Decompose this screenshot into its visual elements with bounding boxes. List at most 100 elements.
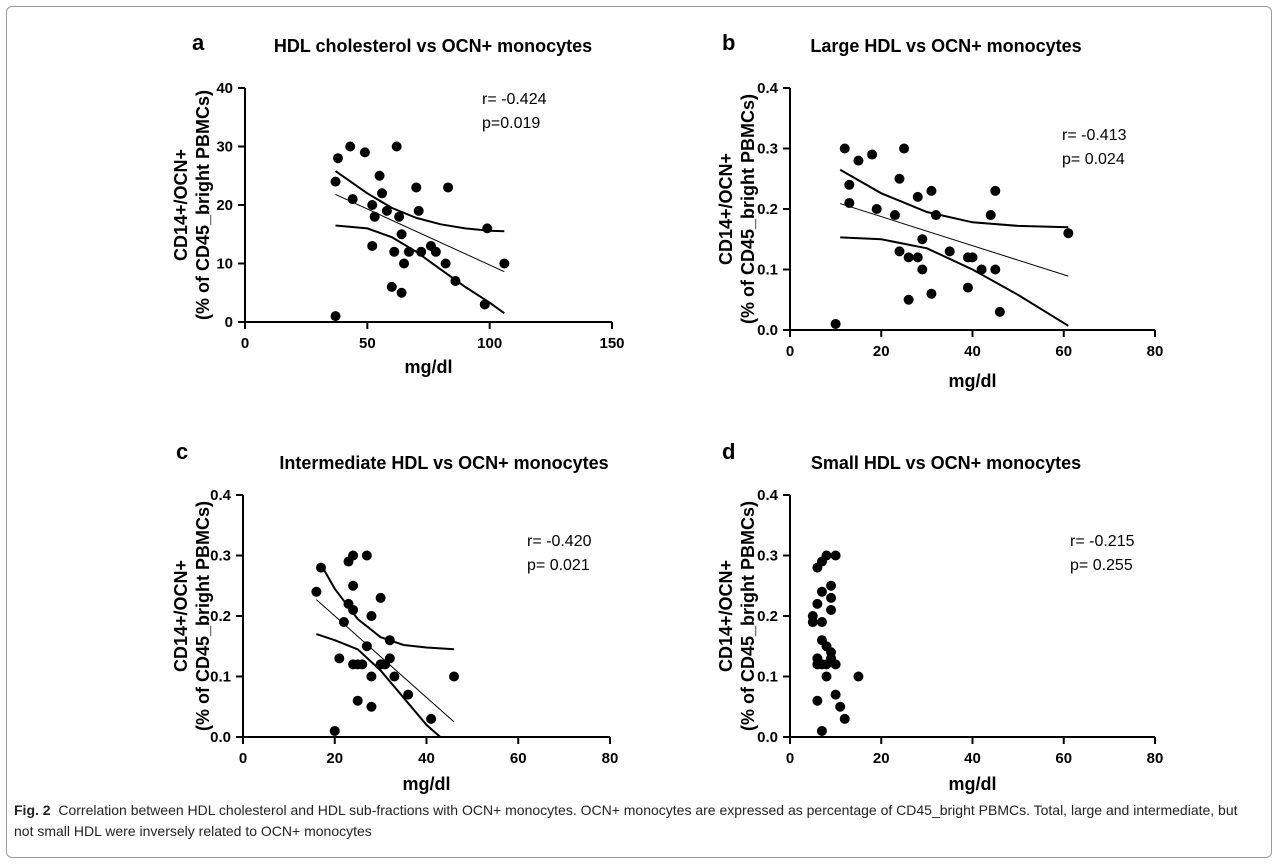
- data-point-c: [361, 550, 372, 561]
- figure-caption: Fig. 2 Correlation between HDL cholester…: [14, 800, 1254, 842]
- x-tick-label-b: 40: [964, 343, 981, 360]
- caption-text: Correlation between HDL cholesterol and …: [14, 802, 1238, 839]
- data-point-c: [311, 586, 322, 597]
- x-tick-label-b: 20: [873, 343, 890, 360]
- stat-text-a: p=0.019: [482, 115, 540, 132]
- data-point-b: [926, 288, 937, 299]
- panel-letter-d: d: [722, 439, 735, 464]
- data-point-b: [962, 282, 973, 293]
- stat-text-d: p= 0.255: [1070, 557, 1133, 574]
- stat-text-a: r= -0.424: [482, 91, 547, 108]
- x-tick-label-c: 0: [239, 750, 247, 767]
- y-axis-label-d: (% of CD45_bright PBMCs): [738, 501, 758, 731]
- data-point-a: [347, 194, 358, 205]
- data-point-a: [359, 147, 370, 158]
- data-point-b: [917, 234, 928, 245]
- data-point-c: [352, 695, 363, 706]
- x-tick-label-c: 80: [602, 750, 619, 767]
- data-point-b: [931, 210, 941, 221]
- figure-frame: [6, 6, 1272, 858]
- data-point-d: [830, 550, 841, 561]
- data-point-c: [426, 713, 437, 724]
- data-point-a: [440, 258, 451, 269]
- stat-text-d: r= -0.215: [1070, 533, 1135, 550]
- data-point-b: [926, 185, 937, 196]
- data-point-b: [903, 252, 914, 263]
- y-axis-label-d: CD14+/OCN+: [716, 560, 736, 672]
- y-tick-label-c: 0.2: [210, 608, 231, 625]
- y-tick-label-a: 40: [216, 80, 233, 97]
- confidence-band-c: [316, 633, 441, 738]
- data-point-b: [917, 264, 928, 275]
- data-point-b: [839, 143, 850, 154]
- x-tick-label-c: 60: [510, 750, 527, 767]
- data-point-a: [391, 141, 402, 152]
- x-tick-label-d: 20: [873, 750, 890, 767]
- data-point-d: [821, 550, 832, 561]
- x-tick-label-b: 0: [786, 343, 794, 360]
- data-point-b: [853, 155, 864, 166]
- data-point-a: [367, 240, 378, 251]
- x-tick-label-d: 80: [1147, 750, 1164, 767]
- data-point-a: [416, 246, 427, 257]
- y-tick-label-d: 0.0: [757, 729, 778, 746]
- data-point-c: [366, 671, 377, 682]
- data-point-b: [944, 246, 955, 257]
- y-axis-label-a: CD14+/OCN+: [171, 149, 191, 261]
- y-tick-label-a: 0: [225, 314, 233, 331]
- y-tick-label-a: 30: [216, 139, 233, 156]
- confidence-band-c: [320, 564, 455, 651]
- data-point-c: [389, 671, 400, 682]
- data-point-c: [375, 592, 386, 603]
- chart-title-a: HDL cholesterol vs OCN+ monocytes: [274, 36, 592, 56]
- data-point-d: [853, 671, 864, 682]
- data-point-b: [967, 252, 978, 263]
- data-point-d: [816, 725, 827, 736]
- data-point-a: [403, 246, 414, 257]
- data-point-a: [399, 258, 410, 269]
- data-point-a: [430, 246, 441, 257]
- panel-letter-a: a: [192, 30, 205, 55]
- data-point-b: [990, 185, 1001, 196]
- data-point-c: [366, 611, 377, 621]
- stat-text-b: p= 0.024: [1062, 151, 1125, 168]
- data-point-d: [812, 695, 823, 706]
- y-tick-label-d: 0.1: [757, 669, 778, 686]
- y-tick-label-c: 0.0: [210, 729, 231, 746]
- data-point-b: [894, 173, 905, 184]
- data-point-d: [826, 580, 837, 591]
- data-point-d: [826, 604, 837, 615]
- y-tick-label-a: 10: [216, 256, 233, 273]
- data-point-b: [990, 264, 1001, 275]
- data-point-a: [367, 200, 378, 210]
- y-tick-label-a: 20: [216, 197, 233, 214]
- y-axis-label-a: (% of CD45_bright PBMCs): [193, 90, 213, 320]
- stat-text-b: r= -0.413: [1062, 127, 1127, 144]
- data-point-d: [812, 598, 823, 609]
- confidence-band-a: [334, 170, 505, 233]
- data-point-a: [389, 246, 400, 257]
- data-point-b: [830, 318, 841, 329]
- x-tick-label-b: 80: [1147, 343, 1164, 360]
- data-point-a: [386, 281, 397, 292]
- data-point-c: [348, 604, 359, 615]
- data-point-c: [384, 635, 395, 646]
- data-point-b: [985, 210, 996, 221]
- data-point-b: [867, 149, 878, 160]
- data-point-b: [894, 246, 905, 257]
- data-point-b: [994, 306, 1005, 317]
- data-point-a: [381, 205, 392, 216]
- chart-title-d: Small HDL vs OCN+ monocytes: [811, 453, 1081, 473]
- y-tick-label-d: 0.2: [757, 608, 778, 625]
- y-tick-label-b: 0.3: [757, 141, 778, 158]
- data-point-a: [482, 223, 493, 234]
- y-tick-label-b: 0.1: [757, 262, 778, 279]
- data-point-c: [338, 617, 349, 628]
- data-point-c: [403, 689, 414, 700]
- x-tick-label-c: 40: [418, 750, 435, 767]
- data-point-b: [871, 204, 882, 214]
- y-tick-label-b: 0.2: [757, 201, 778, 218]
- y-tick-label-c: 0.4: [210, 487, 232, 504]
- y-tick-label-d: 0.4: [757, 487, 779, 504]
- data-point-c: [366, 701, 377, 712]
